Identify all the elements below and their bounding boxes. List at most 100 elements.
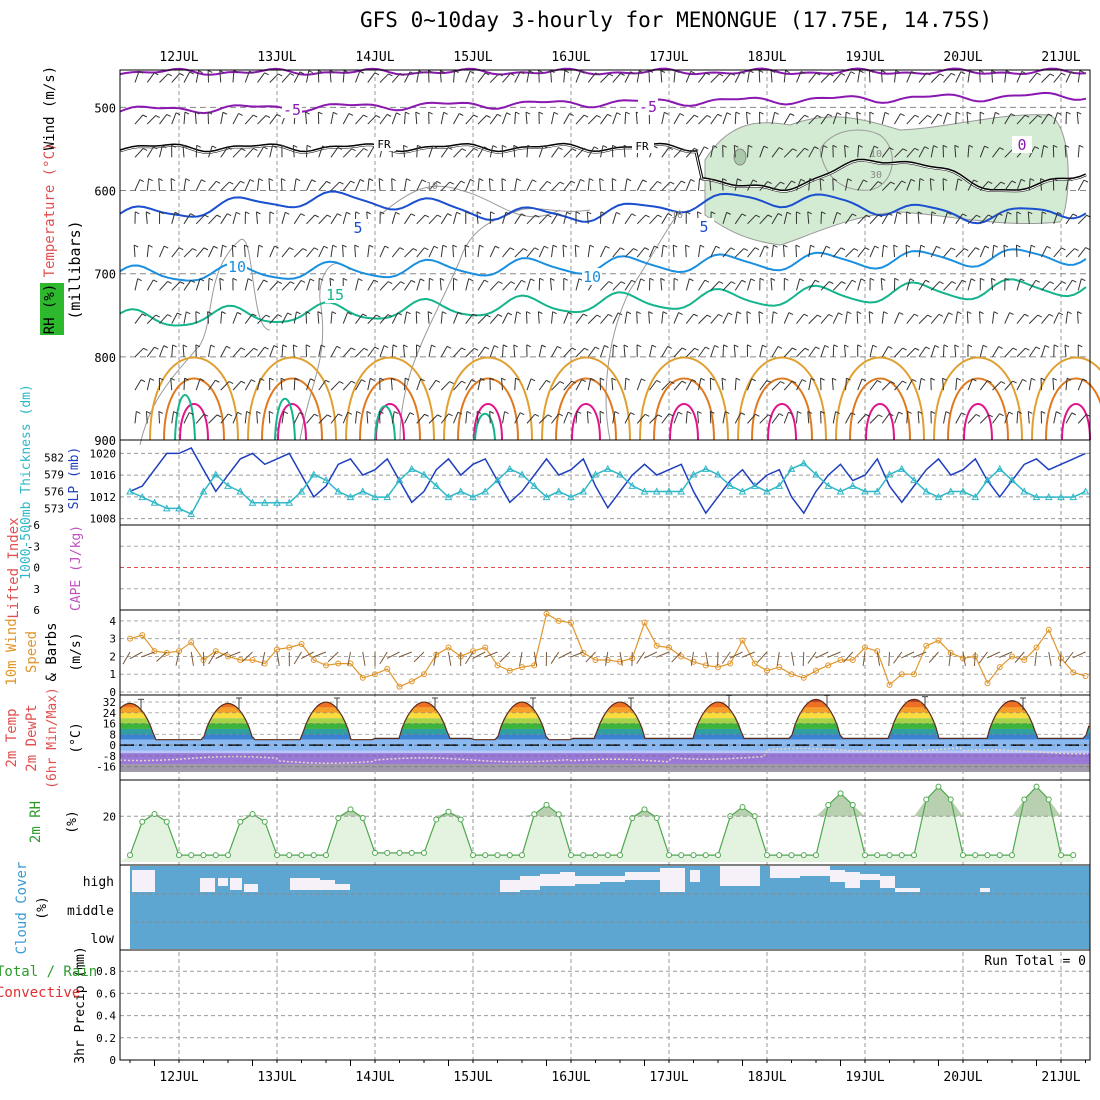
wind-barb: [292, 344, 295, 357]
wind-barb-flag: [394, 411, 399, 414]
wind-barb: [526, 413, 536, 424]
wind-barb-flag: [641, 378, 646, 382]
wind-barb-flag: [1036, 72, 1041, 76]
wind10-barb: [998, 651, 1013, 658]
wind-barb: [905, 245, 908, 258]
high-cloud-gap: [230, 878, 242, 890]
wind-barb-flag: [466, 410, 472, 414]
wind-barb: [734, 71, 742, 83]
wind10-barb: [448, 651, 452, 666]
thickness-marker: [542, 493, 551, 501]
wind-barb: [1077, 414, 1087, 424]
thickness-marker: [726, 481, 735, 489]
wind-barb-flag: [417, 144, 422, 148]
wind-barb-flag: [864, 247, 870, 251]
wind-barb-flag: [213, 245, 218, 249]
wind-barb-flag: [755, 214, 761, 218]
rh-high-fill: [448, 811, 461, 817]
wind-barb-flag: [956, 111, 961, 115]
wind-barb-flag: [469, 70, 475, 74]
wind-barb: [453, 148, 463, 158]
wind-speed-marker: [1009, 653, 1015, 660]
wind-barb-flag: [580, 70, 585, 74]
wind-barb-flag: [557, 213, 562, 217]
wind-barb-flag: [644, 413, 650, 417]
thickness-marker: [407, 464, 416, 472]
thickness-marker: [530, 481, 539, 489]
wind-barb-flag: [920, 244, 926, 248]
wind-barb-flag: [937, 113, 943, 117]
warm-tongue-contour: [933, 356, 1023, 441]
wind-barb-flag: [293, 344, 298, 348]
rh-marker: [151, 811, 158, 817]
thickness-marker: [824, 481, 833, 489]
wind-barb-flag: [856, 311, 862, 315]
rh-marker: [445, 808, 452, 815]
rh-marker: [127, 852, 133, 859]
wind-barb: [367, 346, 376, 358]
wind-barb-flag: [809, 178, 814, 182]
wind-barb-flag: [673, 277, 679, 281]
wind-barb: [452, 245, 454, 258]
wind-barb-flag: [925, 279, 930, 283]
wind-barb-flag: [975, 247, 980, 251]
wind-barb: [563, 113, 571, 125]
wind-barb: [317, 311, 320, 324]
wind-barb: [146, 146, 154, 158]
wind-barb-flag: [143, 347, 148, 351]
wind-barb-flag: [841, 281, 846, 285]
wind-barb-flag: [767, 414, 773, 418]
wind-barb-flag: [403, 344, 408, 348]
isotherm-minus5: [119, 91, 1087, 115]
wind-barb-flag: [513, 144, 518, 148]
wind-barb-flag: [1048, 313, 1054, 317]
wind-barb: [440, 181, 451, 191]
wind-barb-flag: [521, 213, 526, 217]
thickness-marker: [787, 464, 796, 472]
wind-barb-flag: [815, 346, 820, 350]
wind10-barb: [913, 651, 927, 658]
thickness-marker: [383, 493, 392, 501]
wind-barb-flag: [1057, 112, 1062, 116]
chart-title: GFS 0~10day 3-hourly for MENONGUE (17.75…: [360, 8, 993, 32]
wind-barb-flag: [501, 377, 506, 381]
rh-marker: [580, 852, 587, 859]
wind-barb: [439, 278, 442, 291]
rh-marker: [947, 796, 954, 803]
rh-high-fill: [1024, 786, 1037, 817]
wind-barb: [502, 247, 511, 258]
wind-barb-flag: [226, 213, 232, 217]
wind-barb: [685, 179, 692, 191]
wind-speed-marker: [506, 667, 513, 674]
wind-barb: [232, 70, 235, 83]
wind-barb-flag: [314, 214, 319, 218]
li-axis-title: Lifted Index: [6, 517, 22, 618]
wind-barb-flag: [649, 277, 655, 281]
wind-barb-flag: [673, 244, 678, 248]
top-date-label: 18JUL: [747, 50, 786, 65]
wind-barb: [1028, 72, 1038, 83]
temp-color-band: [120, 718, 1090, 724]
wind-barb-flag: [819, 178, 825, 182]
panel-frames: [119, 69, 1091, 1066]
slp-thickness-panel: [120, 447, 1090, 520]
wind-barb-flag: [1055, 411, 1061, 415]
wind-barb-flag: [442, 244, 448, 248]
wind-barb: [942, 378, 944, 391]
wind-barb-flag: [216, 414, 222, 418]
wind-barb-flag: [498, 281, 503, 285]
wind-barb: [587, 72, 596, 83]
wind-barb-flag: [630, 412, 635, 416]
wind-barb: [268, 411, 271, 424]
wind-barb-flag: [755, 413, 760, 417]
wind-barb-flag: [728, 312, 733, 316]
wind-barb-flag: [473, 147, 479, 151]
wind-barb: [722, 281, 732, 291]
wind-speed-marker: [212, 648, 219, 655]
wind-barb: [758, 311, 761, 324]
wind-tick-label: 3: [109, 633, 116, 646]
wind-barb-flag: [538, 70, 543, 73]
wind10-barb: [776, 651, 780, 666]
rh-marker: [200, 852, 207, 859]
wind-barb: [171, 112, 177, 125]
